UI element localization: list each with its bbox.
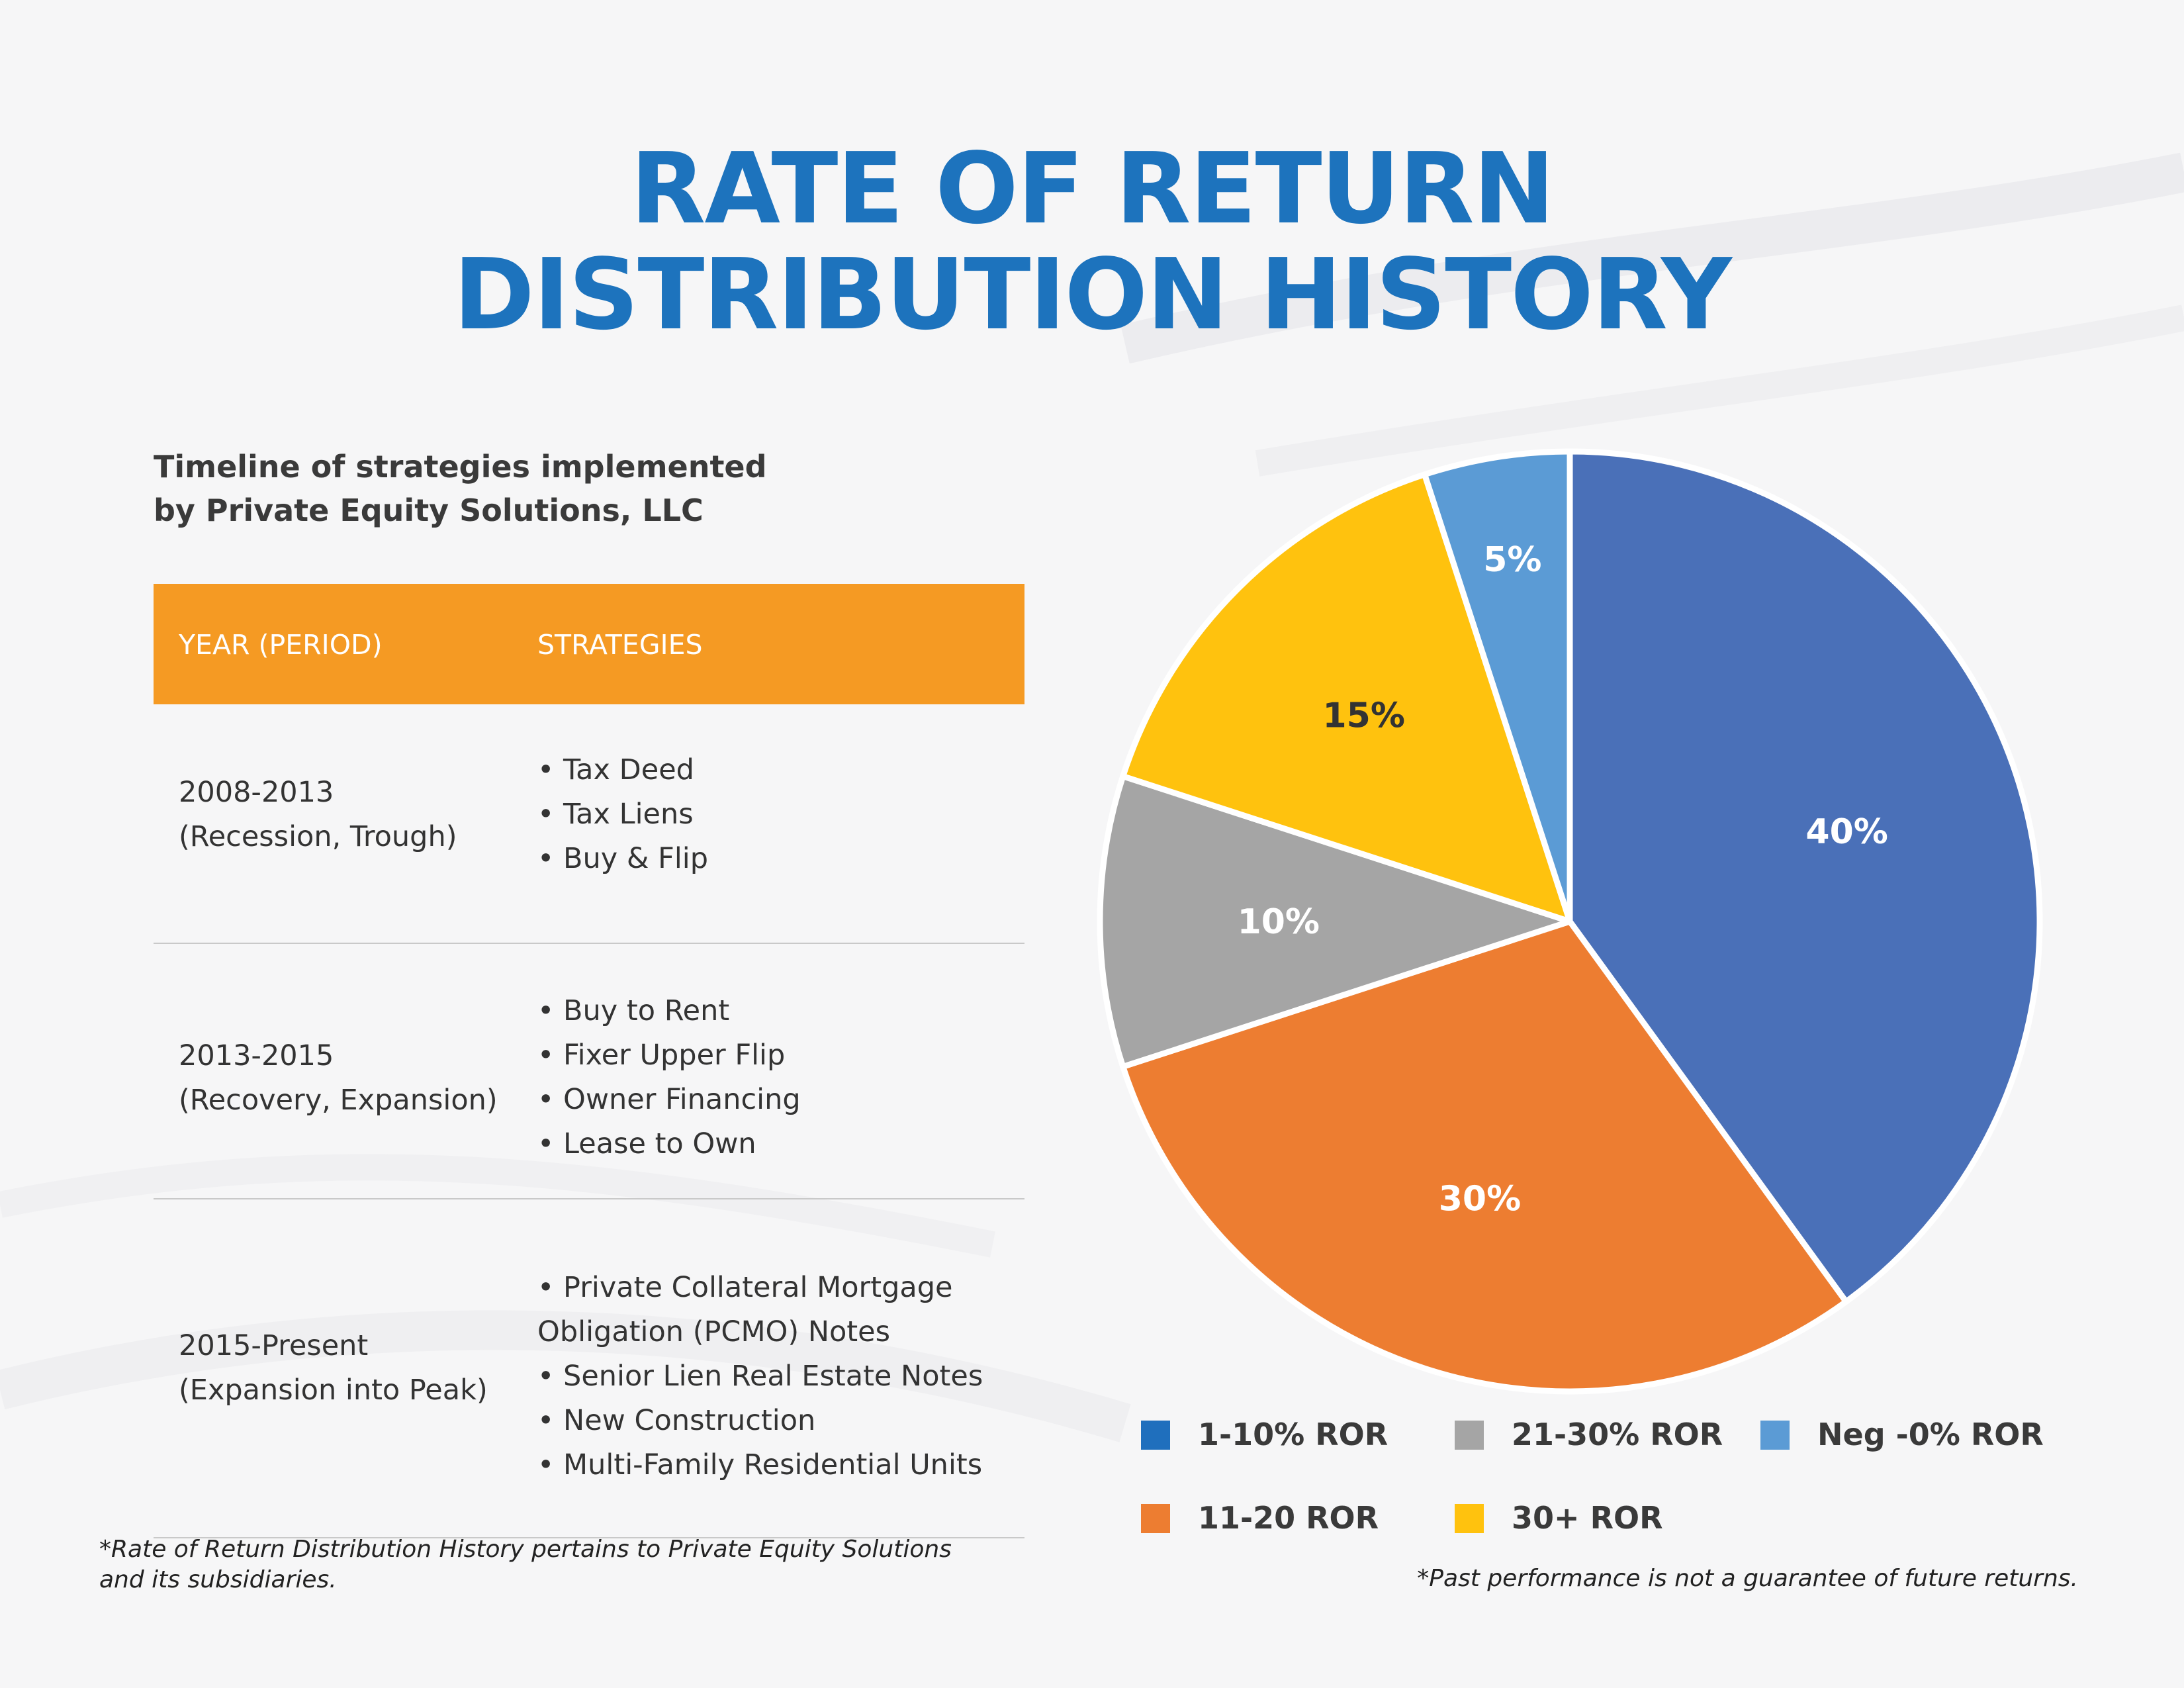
page-title: RATE OF RETURN DISTRIBUTION HISTORY bbox=[0, 136, 2184, 348]
title-line-1: RATE OF RETURN bbox=[630, 132, 1555, 246]
timeline-subtitle: Timeline of strategies implemented by Pr… bbox=[154, 445, 1014, 532]
legend-swatch bbox=[1141, 1504, 1170, 1533]
strategy-item: • Multi-Family Residential Units bbox=[537, 1448, 983, 1481]
title-line-2: DISTRIBUTION HISTORY bbox=[453, 238, 1732, 352]
data-label-1-10-ror: 40% bbox=[1805, 812, 1888, 852]
pie-slice-11-20-ror bbox=[1120, 918, 1849, 1395]
row-period: 2008-2013 (Recession, Trough) bbox=[179, 771, 523, 859]
strategy-item: • Owner Financing bbox=[537, 1083, 801, 1116]
row-period-label: (Recession, Trough) bbox=[179, 820, 457, 853]
strategies-table: YEAR (PERIOD) STRATEGIES 2008-2013 (Rece… bbox=[154, 584, 1024, 1538]
strategy-item: • Lease to Own bbox=[537, 1127, 756, 1160]
strategy-item: • Tax Liens bbox=[537, 798, 694, 831]
legend-swatch bbox=[1455, 1421, 1484, 1450]
row-strategies: • Private Collateral Mortgage Obligation… bbox=[537, 1266, 1040, 1487]
subtitle-line-1: Timeline of strategies implemented bbox=[154, 449, 767, 485]
row-period: 2013-2015 (Recovery, Expansion) bbox=[179, 1034, 523, 1123]
data-label-21-30-ror: 10% bbox=[1238, 902, 1320, 942]
pie-slice-21-30-ror bbox=[1097, 773, 1573, 1070]
header-year-period: YEAR (PERIOD) bbox=[179, 629, 383, 661]
row-year: 2013-2015 bbox=[179, 1039, 334, 1072]
header-strategies: STRATEGIES bbox=[537, 629, 703, 661]
row-year: 2008-2013 bbox=[179, 776, 334, 809]
disclaimer-left-line-1: *Rate of Return Distribution History per… bbox=[99, 1536, 952, 1563]
row-period-label: (Expansion into Peak) bbox=[179, 1374, 488, 1407]
strategy-item: • New Construction bbox=[537, 1404, 816, 1437]
legend-swatch bbox=[1760, 1421, 1790, 1450]
row-strategies: • Tax Deed • Tax Liens • Buy & Flip bbox=[537, 748, 1040, 881]
legend-label: 21-30% ROR bbox=[1512, 1417, 1723, 1452]
table-row: 2015-Present (Expansion into Peak) • Pri… bbox=[154, 1199, 1024, 1538]
legend-label: 1-10% ROR bbox=[1198, 1417, 1388, 1452]
strategy-item: • Private Collateral Mortgage bbox=[537, 1271, 953, 1304]
legend-label: 11-20 ROR bbox=[1198, 1500, 1379, 1536]
legend-label: Neg -0% ROR bbox=[1817, 1417, 2044, 1452]
data-label-11-20-ror: 30% bbox=[1439, 1180, 1521, 1219]
strategy-item: • Buy & Flip bbox=[537, 842, 709, 875]
subtitle-line-2: by Private Equity Solutions, LLC bbox=[154, 492, 704, 528]
data-label-neg-0-ror: 5% bbox=[1483, 540, 1541, 580]
row-year: 2015-Present bbox=[179, 1329, 369, 1362]
legend-swatch bbox=[1455, 1504, 1484, 1533]
row-strategies: • Buy to Rent • Fixer Upper Flip • Owner… bbox=[537, 989, 1040, 1166]
strategy-item: • Buy to Rent bbox=[537, 994, 730, 1027]
pie-slice-neg-0-ror bbox=[1422, 448, 1573, 925]
strategy-item-continuation: Obligation (PCMO) Notes bbox=[537, 1315, 891, 1348]
strategy-item: • Tax Deed bbox=[537, 753, 694, 786]
row-period: 2015-Present (Expansion into Peak) bbox=[179, 1324, 523, 1413]
table-row: 2013-2015 (Recovery, Expansion) • Buy to… bbox=[154, 944, 1024, 1199]
row-period-label: (Recovery, Expansion) bbox=[179, 1084, 498, 1117]
pie-slice-1-10-ror bbox=[1567, 448, 2043, 1305]
strategy-item: • Fixer Upper Flip bbox=[537, 1039, 786, 1072]
disclaimer-left-line-2: and its subsidiaries. bbox=[99, 1566, 337, 1593]
legend-label: 30+ ROR bbox=[1512, 1500, 1663, 1536]
strategy-item: • Senior Lien Real Estate Notes bbox=[537, 1360, 983, 1393]
data-label-30-ror: 15% bbox=[1322, 696, 1404, 736]
legend-swatch bbox=[1141, 1421, 1170, 1450]
disclaimer-left: *Rate of Return Distribution History per… bbox=[99, 1534, 960, 1595]
disclaimer-right: *Past performance is not a guarantee of … bbox=[1417, 1565, 2078, 1592]
table-row: 2008-2013 (Recession, Trough) • Tax Deed… bbox=[154, 704, 1024, 944]
table-header: YEAR (PERIOD) STRATEGIES bbox=[154, 584, 1024, 704]
